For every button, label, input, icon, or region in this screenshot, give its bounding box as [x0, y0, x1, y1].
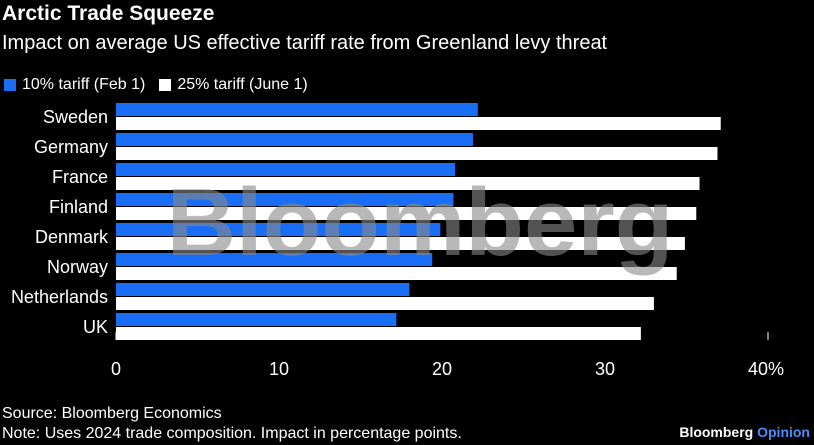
bar-10pct — [116, 103, 478, 116]
category-label: UK — [83, 317, 108, 337]
legend-swatch — [159, 79, 172, 91]
tick-label: 30 — [595, 359, 615, 379]
bar-25pct — [116, 267, 677, 280]
bar-25pct — [116, 177, 700, 190]
tick-label: 0 — [111, 359, 121, 379]
category-label: Germany — [34, 137, 108, 157]
source-text: Source: Bloomberg Economics — [2, 405, 222, 422]
bar-10pct — [116, 163, 456, 176]
legend-item-25pct: 25% tariff (June 1) — [159, 76, 308, 94]
bar-25pct — [116, 237, 685, 250]
category-label: France — [52, 167, 108, 187]
bar-10pct — [116, 133, 473, 146]
watermark: Bloomberg — [167, 169, 674, 276]
tick-label: 10 — [269, 359, 289, 379]
tick-label: 40% — [748, 359, 784, 379]
bar-10pct — [116, 313, 397, 326]
bar-25pct — [116, 207, 697, 220]
bar-25pct — [116, 297, 654, 310]
category-label: Netherlands — [11, 287, 108, 307]
bar-25pct — [116, 117, 721, 130]
legend-swatch — [4, 79, 16, 91]
chart-title: Arctic Trade Squeeze — [2, 2, 215, 25]
legend-item-10pct: 10% tariff (Feb 1) — [4, 76, 145, 94]
bar-10pct — [116, 283, 410, 296]
note-text: Note: Uses 2024 trade composition. Impac… — [2, 425, 462, 442]
bar-10pct — [116, 253, 433, 266]
footer-notes: Source: Bloomberg Economics Note: Uses 2… — [2, 404, 462, 444]
legend-label: 10% tariff (Feb 1) — [22, 76, 146, 93]
tick-label: 20 — [432, 359, 452, 379]
legend-label: 25% tariff (June 1) — [177, 76, 308, 93]
legend: 10% tariff (Feb 1) 25% tariff (June 1) — [4, 76, 308, 94]
brand-logo: Bloomberg Opinion — [679, 424, 810, 440]
category-label: Denmark — [35, 227, 109, 247]
bar-10pct — [116, 223, 441, 236]
category-label: Sweden — [43, 107, 108, 127]
chart-subtitle: Impact on average US effective tariff ra… — [2, 32, 608, 54]
bar-10pct — [116, 193, 454, 206]
category-label: Finland — [49, 197, 108, 217]
bar-25pct — [116, 327, 641, 340]
category-label: Norway — [47, 257, 108, 277]
bar-25pct — [116, 147, 718, 160]
